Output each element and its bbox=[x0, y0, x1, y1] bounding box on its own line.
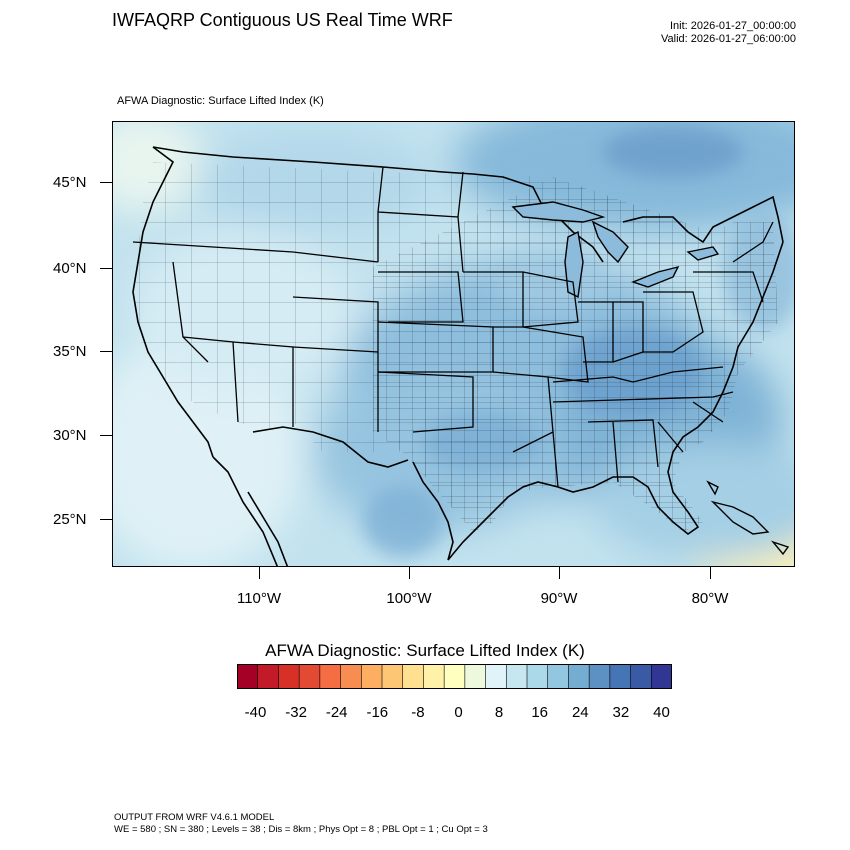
map-graphic bbox=[113, 122, 794, 566]
colorbar-tick-label: 32 bbox=[612, 704, 630, 721]
colorbar-swatch bbox=[402, 664, 425, 689]
lon-tick bbox=[259, 567, 260, 579]
run-times: Init: 2026-01-27_00:00:00 Valid: 2026-01… bbox=[661, 20, 796, 46]
colorbar-swatch bbox=[630, 664, 652, 689]
colorbar-swatch bbox=[526, 664, 549, 689]
colorbar-swatch bbox=[278, 664, 300, 689]
colorbar-swatch bbox=[650, 664, 672, 689]
colorbar-tick-label: -16 bbox=[366, 704, 389, 721]
plot-title: IWFAQRP Contiguous US Real Time WRF bbox=[112, 10, 453, 30]
lon-label-90w: 90°W bbox=[540, 590, 578, 607]
colorbar-tick-label: -32 bbox=[285, 704, 307, 721]
colorbar-swatch bbox=[464, 664, 487, 689]
lat-label-30: 30°N bbox=[53, 427, 87, 444]
colorbar-swatch bbox=[485, 664, 507, 689]
lon-label-100w: 100°W bbox=[386, 590, 432, 607]
colorbar-swatch bbox=[588, 664, 611, 689]
colorbar-tick-label: 40 bbox=[653, 704, 670, 721]
colorbar-tick-label: 16 bbox=[531, 704, 549, 721]
lat-label-45: 45°N bbox=[53, 174, 87, 191]
colorbar-swatch bbox=[568, 664, 590, 689]
lon-tick bbox=[559, 567, 560, 579]
colorbar-swatch bbox=[381, 664, 404, 689]
colorbar-tick-label: -8 bbox=[411, 704, 425, 721]
islands bbox=[706, 480, 790, 556]
colorbar-swatch bbox=[609, 664, 632, 689]
colorbar-swatch bbox=[340, 664, 362, 689]
colorbar-tick-label: 0 bbox=[454, 704, 463, 721]
colorbar-swatch bbox=[319, 664, 342, 689]
colorbar-tick-label: -40 bbox=[244, 704, 267, 721]
colorbar-swatch bbox=[443, 664, 466, 689]
model-info: OUTPUT FROM WRF V4.6.1 MODEL WE = 580 ; … bbox=[114, 812, 488, 836]
lat-tick bbox=[100, 182, 112, 183]
field-label: AFWA Diagnostic: Surface Lifted Index (K… bbox=[117, 95, 324, 107]
colorbar-swatch bbox=[237, 664, 259, 689]
colorbar-title: AFWA Diagnostic: Surface Lifted Index (K… bbox=[265, 641, 585, 660]
colorbar-tick-label: 24 bbox=[571, 704, 589, 721]
lat-tick bbox=[100, 519, 112, 520]
colorbar-swatch bbox=[257, 664, 280, 689]
lon-label-110w: 110°W bbox=[236, 590, 282, 607]
colorbar-tick-label: -24 bbox=[325, 704, 348, 721]
lat-label-40: 40°N bbox=[53, 260, 87, 277]
lon-tick bbox=[409, 567, 410, 579]
colorbar-swatch bbox=[547, 664, 570, 689]
lon-tick bbox=[710, 567, 711, 579]
colorbar-swatch bbox=[360, 664, 383, 689]
colorbar bbox=[237, 664, 672, 689]
init-time: Init: 2026-01-27_00:00:00 bbox=[670, 20, 796, 32]
colorbar-tick-label: 8 bbox=[494, 704, 504, 721]
lat-tick bbox=[100, 268, 112, 269]
colorbar-swatch bbox=[505, 664, 528, 689]
coastline bbox=[132, 146, 784, 566]
county-lines-east bbox=[373, 177, 778, 532]
lat-label-35: 35°N bbox=[53, 343, 87, 360]
model-version: OUTPUT FROM WRF V4.6.1 MODEL bbox=[114, 812, 275, 823]
lat-tick bbox=[100, 435, 112, 436]
state-borders bbox=[132, 166, 774, 488]
lat-tick bbox=[100, 351, 112, 352]
lon-label-80w: 80°W bbox=[691, 590, 729, 607]
model-config: WE = 580 ; SN = 380 ; Levels = 38 ; Dis … bbox=[114, 824, 488, 835]
map-panel bbox=[112, 121, 795, 567]
valid-time: Valid: 2026-01-27_06:00:00 bbox=[661, 33, 796, 45]
colorbar-swatch bbox=[423, 664, 445, 689]
colorbar-swatch bbox=[298, 664, 321, 689]
lat-label-25: 25°N bbox=[53, 511, 87, 528]
